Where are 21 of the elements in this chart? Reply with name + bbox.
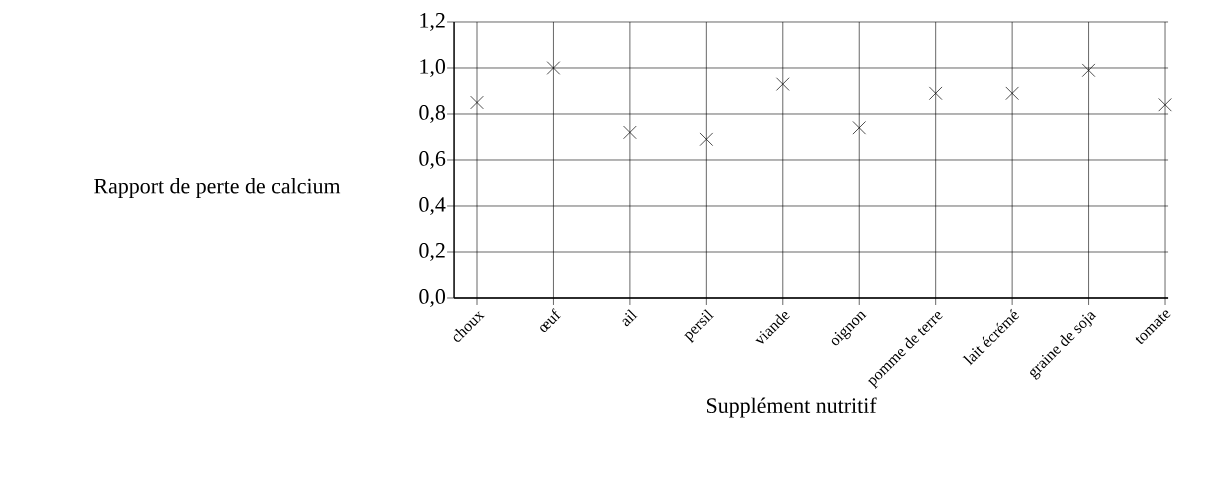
point <box>928 86 943 101</box>
y-tick-label: 0,6 <box>419 151 446 169</box>
point <box>852 121 866 135</box>
point <box>776 77 790 91</box>
y-tick-label: 1,0 <box>420 59 446 77</box>
point <box>1005 86 1019 101</box>
y-axis-title: Rapport de perte de calcium <box>94 178 341 198</box>
y-tick-label: 0,8 <box>419 105 446 123</box>
y-tick-label: 0,2 <box>419 243 445 261</box>
x-tick-label: œuf <box>540 308 561 333</box>
y-tick-label: 1,2 <box>420 13 445 31</box>
point <box>623 125 637 140</box>
point <box>546 61 561 75</box>
point <box>699 132 714 147</box>
point <box>1081 63 1096 78</box>
point <box>1158 98 1172 112</box>
point <box>470 95 484 110</box>
y-tick-label: 0,0 <box>419 289 446 307</box>
y-tick-label: 0,4 <box>419 197 446 215</box>
x-axis-title: Supplément nutritif <box>707 397 877 418</box>
x-tick-label: ail <box>622 309 638 327</box>
